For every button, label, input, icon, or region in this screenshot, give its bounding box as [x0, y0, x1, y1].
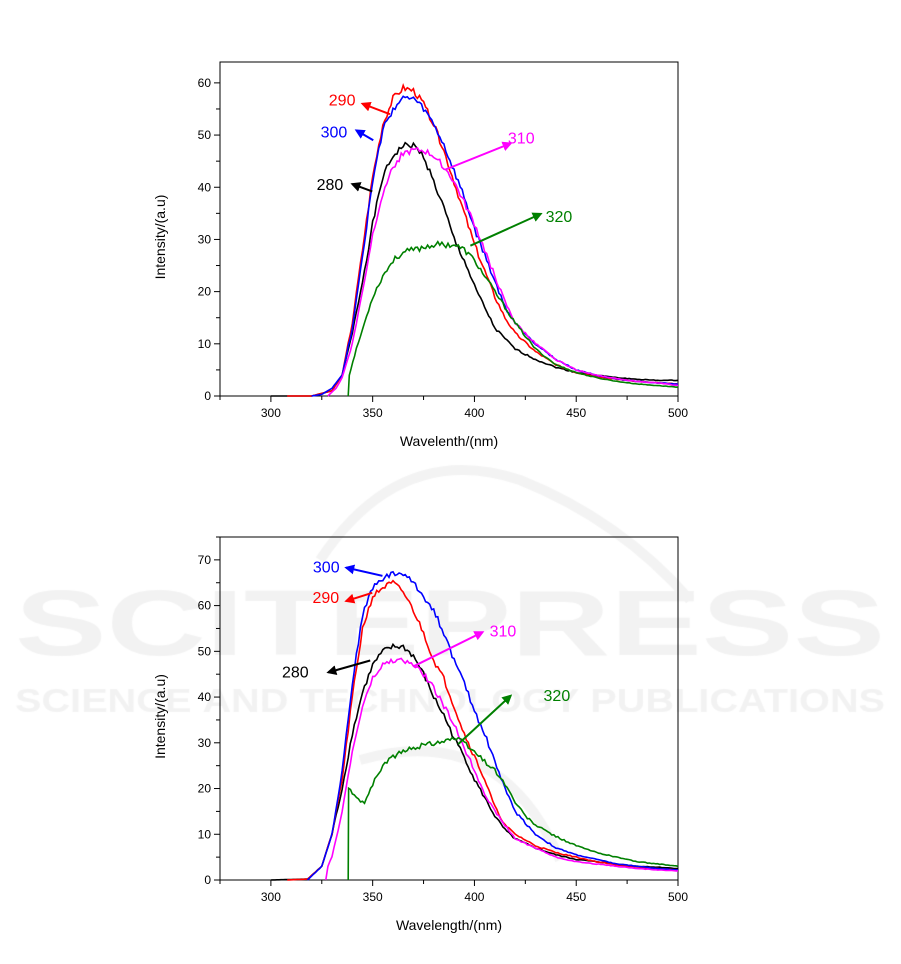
annotation-arrow: [445, 141, 513, 171]
x-tick-label: 450: [566, 890, 586, 904]
annotation-label-280: 280: [317, 177, 344, 194]
x-tick-label: 400: [464, 890, 484, 904]
x-tick-label: 450: [566, 406, 586, 420]
y-tick-label: 30: [198, 232, 212, 246]
series-line-300: [306, 570, 678, 881]
x-axis-title: Wavelenth/(nm): [400, 433, 498, 449]
x-tick-label: 400: [464, 406, 484, 420]
series-line-310: [327, 146, 679, 397]
annotation-arrow: [354, 129, 374, 142]
series-line-320: [347, 240, 679, 397]
y-tick-label: 0: [204, 873, 211, 887]
y-tick-label: 40: [198, 180, 212, 194]
series-line-310: [325, 657, 678, 881]
y-axis-title: Intensity/(a.u): [152, 674, 168, 759]
annotation-arrow: [412, 631, 485, 668]
x-tick-label: 300: [261, 406, 281, 420]
y-tick-label: 50: [198, 644, 212, 658]
annotation-arrow: [469, 212, 543, 247]
annotation-label-300: 300: [321, 124, 348, 141]
annotation-arrow: [457, 694, 513, 745]
annotation-arrow: [360, 101, 391, 116]
y-tick-label: 40: [198, 690, 212, 704]
x-axis-title: Wavelength/(nm): [396, 917, 502, 933]
plot-frame: [219, 536, 679, 881]
chart-excitation-bottom: 300 350 400 450 500 0 10 20 30 40 50 60 70 Wavelength…: [152, 536, 688, 933]
y-tick-label: 50: [198, 128, 212, 142]
annotation-label-290: 290: [329, 93, 356, 110]
annotation-label-280: 280: [282, 664, 309, 681]
x-tick-label: 300: [261, 890, 281, 904]
annotation-label-310: 310: [490, 623, 517, 640]
y-tick-label: 70: [198, 553, 212, 567]
y-tick-label: 60: [198, 599, 212, 613]
y-tick-label: 10: [198, 337, 212, 351]
annotation-label-310: 310: [508, 131, 535, 148]
y-tick-label: 20: [198, 285, 212, 299]
series-line-320: [347, 736, 679, 881]
annotation-label-290: 290: [312, 590, 339, 607]
series-line-300: [311, 95, 678, 397]
x-tick-label: 350: [363, 890, 383, 904]
y-tick-label: 20: [198, 782, 212, 796]
annotation-label-320: 320: [544, 688, 571, 705]
x-tick-label: 500: [668, 406, 688, 420]
annotation-arrow: [350, 182, 373, 193]
y-tick-label: 60: [198, 76, 212, 90]
annotation-arrow: [344, 591, 373, 604]
y-tick-label: 10: [198, 827, 212, 841]
annotation-label-320: 320: [546, 209, 573, 226]
x-tick-label: 500: [668, 890, 688, 904]
x-tick-label: 350: [363, 406, 383, 420]
annotation-arrow: [326, 659, 371, 675]
y-tick-label: 0: [204, 389, 211, 403]
y-tick-label: 30: [198, 736, 212, 750]
annotation-label-300: 300: [313, 560, 340, 577]
plot-frame: [219, 61, 679, 397]
y-axis-title: Intensity/(a.u): [152, 195, 168, 280]
annotation-arrow: [344, 564, 383, 577]
series-line-280: [270, 642, 679, 881]
chart-excitation-top: 300 350 400 450 500 0 10 20 30 40 50 60 Wavelenth/(n…: [152, 61, 688, 449]
